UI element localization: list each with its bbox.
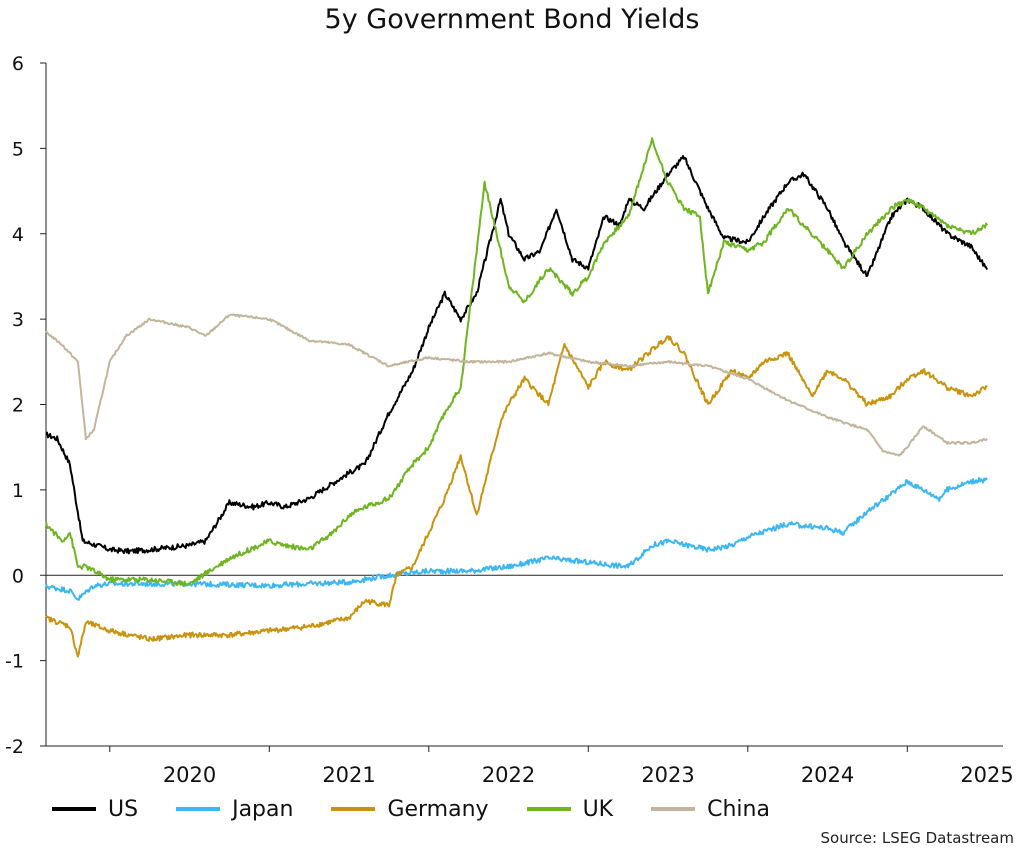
legend-swatch	[526, 807, 571, 811]
legend-item-germany: Germany	[331, 796, 489, 822]
legend-item-china: China	[651, 797, 770, 822]
y-tick-label: -2	[5, 736, 24, 758]
legend-item-uk: UK	[526, 796, 614, 822]
y-tick-label: 5	[12, 138, 24, 160]
x-tick-label: 2025	[960, 763, 1013, 787]
legend: US Japan Germany UK China	[52, 794, 808, 824]
series-lines	[45, 137, 989, 658]
y-tick-label: 3	[12, 309, 24, 331]
legend-label: Japan	[232, 796, 294, 822]
legend-swatch	[176, 807, 221, 811]
y-tick-label: 2	[12, 395, 24, 417]
legend-label: China	[707, 796, 770, 822]
legend-swatch	[52, 807, 96, 811]
legend-label: US	[108, 796, 139, 822]
legend-item-us: US	[52, 797, 138, 822]
y-tick-label: -1	[5, 651, 24, 673]
x-tick-label: 2023	[641, 763, 694, 787]
y-tick-label: 1	[12, 480, 24, 502]
tick-labels: -2 -1 0 1 2 3 4 5 6 2020 2021 2022 2023 2024 2025	[5, 53, 1014, 787]
source-note: Source: LSEG Datastream	[820, 829, 1014, 847]
series-line-uk	[45, 137, 988, 587]
series-line-us	[45, 155, 989, 555]
y-tick-label: 0	[12, 565, 24, 587]
series-line-germany	[45, 335, 988, 658]
legend-swatch	[331, 807, 376, 811]
legend-label: UK	[582, 796, 614, 822]
chart-title: 5y Government Bond Yields	[324, 4, 700, 35]
series-line-china	[45, 313, 988, 457]
legend-item-japan: Japan	[176, 797, 293, 822]
x-tick-label: 2020	[163, 763, 216, 787]
series-line-japan	[45, 476, 988, 601]
y-tick-label: 4	[12, 224, 24, 246]
x-tick-label: 2022	[482, 763, 535, 787]
legend-label: Germany	[387, 796, 489, 822]
axes	[40, 62, 1003, 752]
legend-swatch	[651, 807, 696, 811]
x-tick-label: 2024	[801, 763, 854, 787]
y-tick-label: 6	[12, 53, 24, 75]
x-tick-label: 2021	[322, 763, 375, 787]
